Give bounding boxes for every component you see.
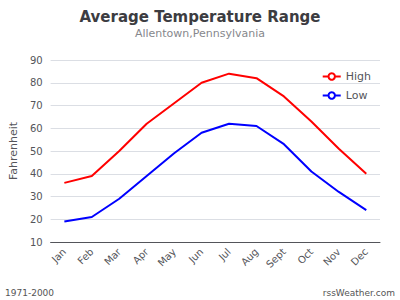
svg-text:Oct: Oct xyxy=(295,246,315,266)
svg-text:Average Temperature Range: Average Temperature Range xyxy=(79,8,320,26)
svg-text:Fahrenheit: Fahrenheit xyxy=(7,121,20,180)
svg-text:May: May xyxy=(156,246,178,268)
svg-text:70: 70 xyxy=(30,100,43,111)
svg-text:90: 90 xyxy=(30,55,43,66)
svg-text:40: 40 xyxy=(30,168,43,179)
svg-text:Jan: Jan xyxy=(49,246,68,265)
svg-text:High: High xyxy=(346,70,371,83)
svg-text:rssWeather.com: rssWeather.com xyxy=(323,288,395,298)
svg-text:Jun: Jun xyxy=(186,246,206,266)
svg-text:Mar: Mar xyxy=(102,245,124,267)
svg-text:1971-2000: 1971-2000 xyxy=(5,288,54,298)
svg-text:Jul: Jul xyxy=(216,246,233,263)
svg-text:Allentown,Pennsylvania: Allentown,Pennsylvania xyxy=(135,27,265,40)
svg-text:50: 50 xyxy=(30,146,43,157)
svg-text:Apr: Apr xyxy=(131,245,152,266)
svg-text:20: 20 xyxy=(30,214,43,225)
svg-text:Low: Low xyxy=(346,89,368,102)
svg-text:30: 30 xyxy=(30,191,43,202)
svg-text:Feb: Feb xyxy=(75,246,95,266)
svg-text:Aug: Aug xyxy=(239,246,261,268)
svg-text:Dec: Dec xyxy=(349,246,370,267)
svg-text:10: 10 xyxy=(30,237,43,248)
svg-text:80: 80 xyxy=(30,77,43,88)
svg-text:Nov: Nov xyxy=(321,246,343,268)
svg-text:Sept: Sept xyxy=(264,246,288,270)
svg-text:60: 60 xyxy=(30,123,43,134)
